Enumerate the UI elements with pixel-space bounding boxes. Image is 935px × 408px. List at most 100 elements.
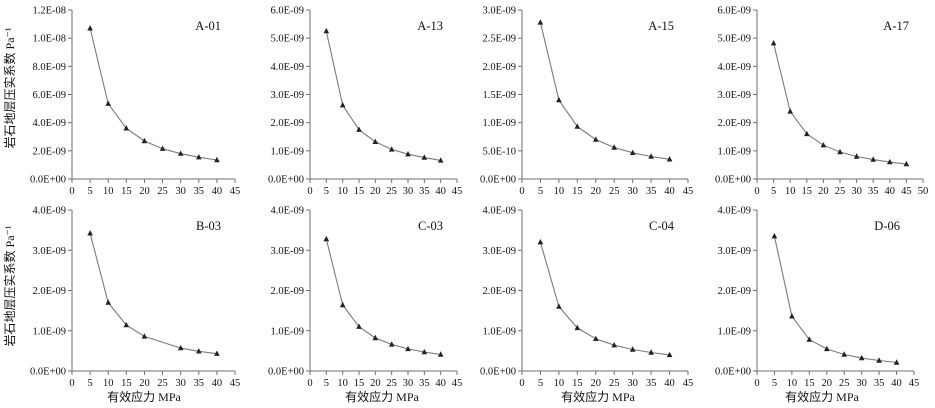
x-tick-label: 15 <box>804 378 815 389</box>
panel-a-01: 0.0E+002.0E-094.0E-096.0E-098.0E-091.0E-… <box>30 6 240 198</box>
data-point-marker <box>87 25 93 30</box>
x-tick-label: 5 <box>771 186 776 197</box>
y-tick-label: 3.0E-09 <box>717 90 751 101</box>
x-tick-label: 20 <box>139 186 150 197</box>
x-tick-label: 25 <box>839 378 850 389</box>
y-tick-label: 5.0E-09 <box>270 34 304 45</box>
panel-label: D-06 <box>874 219 900 233</box>
x-tick-label: 15 <box>121 378 132 389</box>
y-tick-label: 4.0E-09 <box>32 118 66 129</box>
y-tick-label: 4.0E-09 <box>32 206 66 217</box>
series-line <box>90 28 217 160</box>
x-tick-label: 50 <box>918 186 929 197</box>
data-point-marker <box>105 299 111 304</box>
y-tick-label: 1.0E-09 <box>270 326 304 337</box>
x-tick-label: 25 <box>609 186 620 197</box>
data-point-marker <box>538 19 544 24</box>
data-point-marker <box>373 335 379 340</box>
x-tick-label: 0 <box>69 378 74 389</box>
x-tick-label: 15 <box>354 378 365 389</box>
y-tick-label: 5.0E-10 <box>482 146 516 157</box>
x-tick-label: 30 <box>175 186 186 197</box>
x-tick-label: 25 <box>386 186 397 197</box>
data-point-marker <box>373 139 379 144</box>
y-tick-label: 2.0E-09 <box>32 286 66 297</box>
data-point-marker <box>538 239 544 244</box>
x-tick-label: 40 <box>212 186 223 197</box>
x-tick-label: 20 <box>818 186 829 197</box>
y-tick-label: 3.0E-09 <box>32 246 66 257</box>
y-tick-label: 0.0E+00 <box>480 367 516 378</box>
y-tick-label: 3.0E-09 <box>717 246 751 257</box>
data-point-marker <box>142 333 148 338</box>
x-tick-label: 30 <box>403 186 414 197</box>
x-tick-label: 15 <box>121 186 132 197</box>
x-tick-label: 0 <box>307 186 312 197</box>
y-tick-label: 0.0E+00 <box>30 175 66 186</box>
x-tick-label: 25 <box>835 186 846 197</box>
y-tick-label: 0.0E+00 <box>480 175 516 186</box>
data-point-marker <box>324 236 330 241</box>
y-tick-label: 3.0E-09 <box>482 6 516 17</box>
x-tick-label: 30 <box>403 378 414 389</box>
data-point-marker <box>324 28 330 33</box>
y-tick-label: 1.0E-09 <box>717 326 751 337</box>
data-point-marker <box>142 138 148 143</box>
x-tick-label: 30 <box>627 186 638 197</box>
data-point-marker <box>772 233 778 238</box>
panel-c-04: 0.0E+001.0E-092.0E-093.0E-094.0E-0905101… <box>480 206 693 390</box>
x-tick-label: 10 <box>337 186 348 197</box>
x-tick-label: 20 <box>591 186 602 197</box>
y-tick-label: 4.0E-09 <box>482 206 516 217</box>
x-tick-label: 30 <box>627 378 638 389</box>
x-axis-label-1: 有效应力 MPa <box>107 389 181 404</box>
panel-label: C-03 <box>418 219 443 233</box>
x-tick-label: 0 <box>754 186 759 197</box>
panels: 0.0E+002.0E-094.0E-096.0E-098.0E-091.0E-… <box>30 6 928 390</box>
y-tick-label: 1.0E-09 <box>482 326 516 337</box>
panel-a-13: 0.0E+001.0E-092.0E-093.0E-094.0E-095.0E-… <box>268 6 462 198</box>
x-tick-label: 10 <box>103 186 114 197</box>
panel-c-03: 0.0E+001.0E-092.0E-093.0E-094.0E-0905101… <box>268 206 462 390</box>
x-tick-label: 5 <box>772 378 777 389</box>
data-point-marker <box>593 136 599 141</box>
x-tick-label: 45 <box>230 378 241 389</box>
data-point-marker <box>340 302 346 307</box>
x-tick-label: 45 <box>683 186 694 197</box>
x-tick-label: 45 <box>230 186 241 197</box>
x-tick-label: 5 <box>87 186 92 197</box>
y-tick-label: 2.5E-09 <box>482 34 516 45</box>
x-tick-label: 15 <box>572 378 583 389</box>
y-tick-label: 0.0E+00 <box>715 175 751 186</box>
x-tick-label: 15 <box>572 186 583 197</box>
panel-label: A-15 <box>648 19 674 33</box>
series-line <box>90 233 217 353</box>
x-tick-label: 15 <box>802 186 813 197</box>
panel-label: A-01 <box>195 19 221 33</box>
x-tick-label: 10 <box>785 186 796 197</box>
data-point-marker <box>340 102 346 107</box>
x-tick-label: 5 <box>538 378 543 389</box>
panel-a-15: 0.0E+005.0E-101.0E-091.5E-092.0E-092.5E-… <box>480 6 693 198</box>
x-tick-label: 0 <box>754 378 759 389</box>
x-tick-label: 45 <box>909 378 920 389</box>
x-tick-label: 25 <box>157 186 168 197</box>
y-tick-label: 1.0E-09 <box>717 146 751 157</box>
x-tick-label: 10 <box>554 186 565 197</box>
data-point-marker <box>556 97 562 102</box>
x-axis-label-2: 有效应力 MPa <box>345 389 419 404</box>
x-tick-label: 40 <box>891 378 902 389</box>
y-tick-label: 0.0E+00 <box>268 367 304 378</box>
x-tick-label: 0 <box>519 186 524 197</box>
x-tick-label: 5 <box>324 378 329 389</box>
series-line <box>540 22 669 159</box>
x-tick-label: 45 <box>452 378 463 389</box>
panel-label: A-13 <box>417 19 443 33</box>
y-tick-label: 3.0E-09 <box>270 90 304 101</box>
panel-label: B-03 <box>196 219 221 233</box>
series-line <box>774 236 896 362</box>
data-point-marker <box>556 303 562 308</box>
x-tick-label: 5 <box>324 186 329 197</box>
x-tick-label: 45 <box>683 378 694 389</box>
series-line <box>540 242 669 355</box>
